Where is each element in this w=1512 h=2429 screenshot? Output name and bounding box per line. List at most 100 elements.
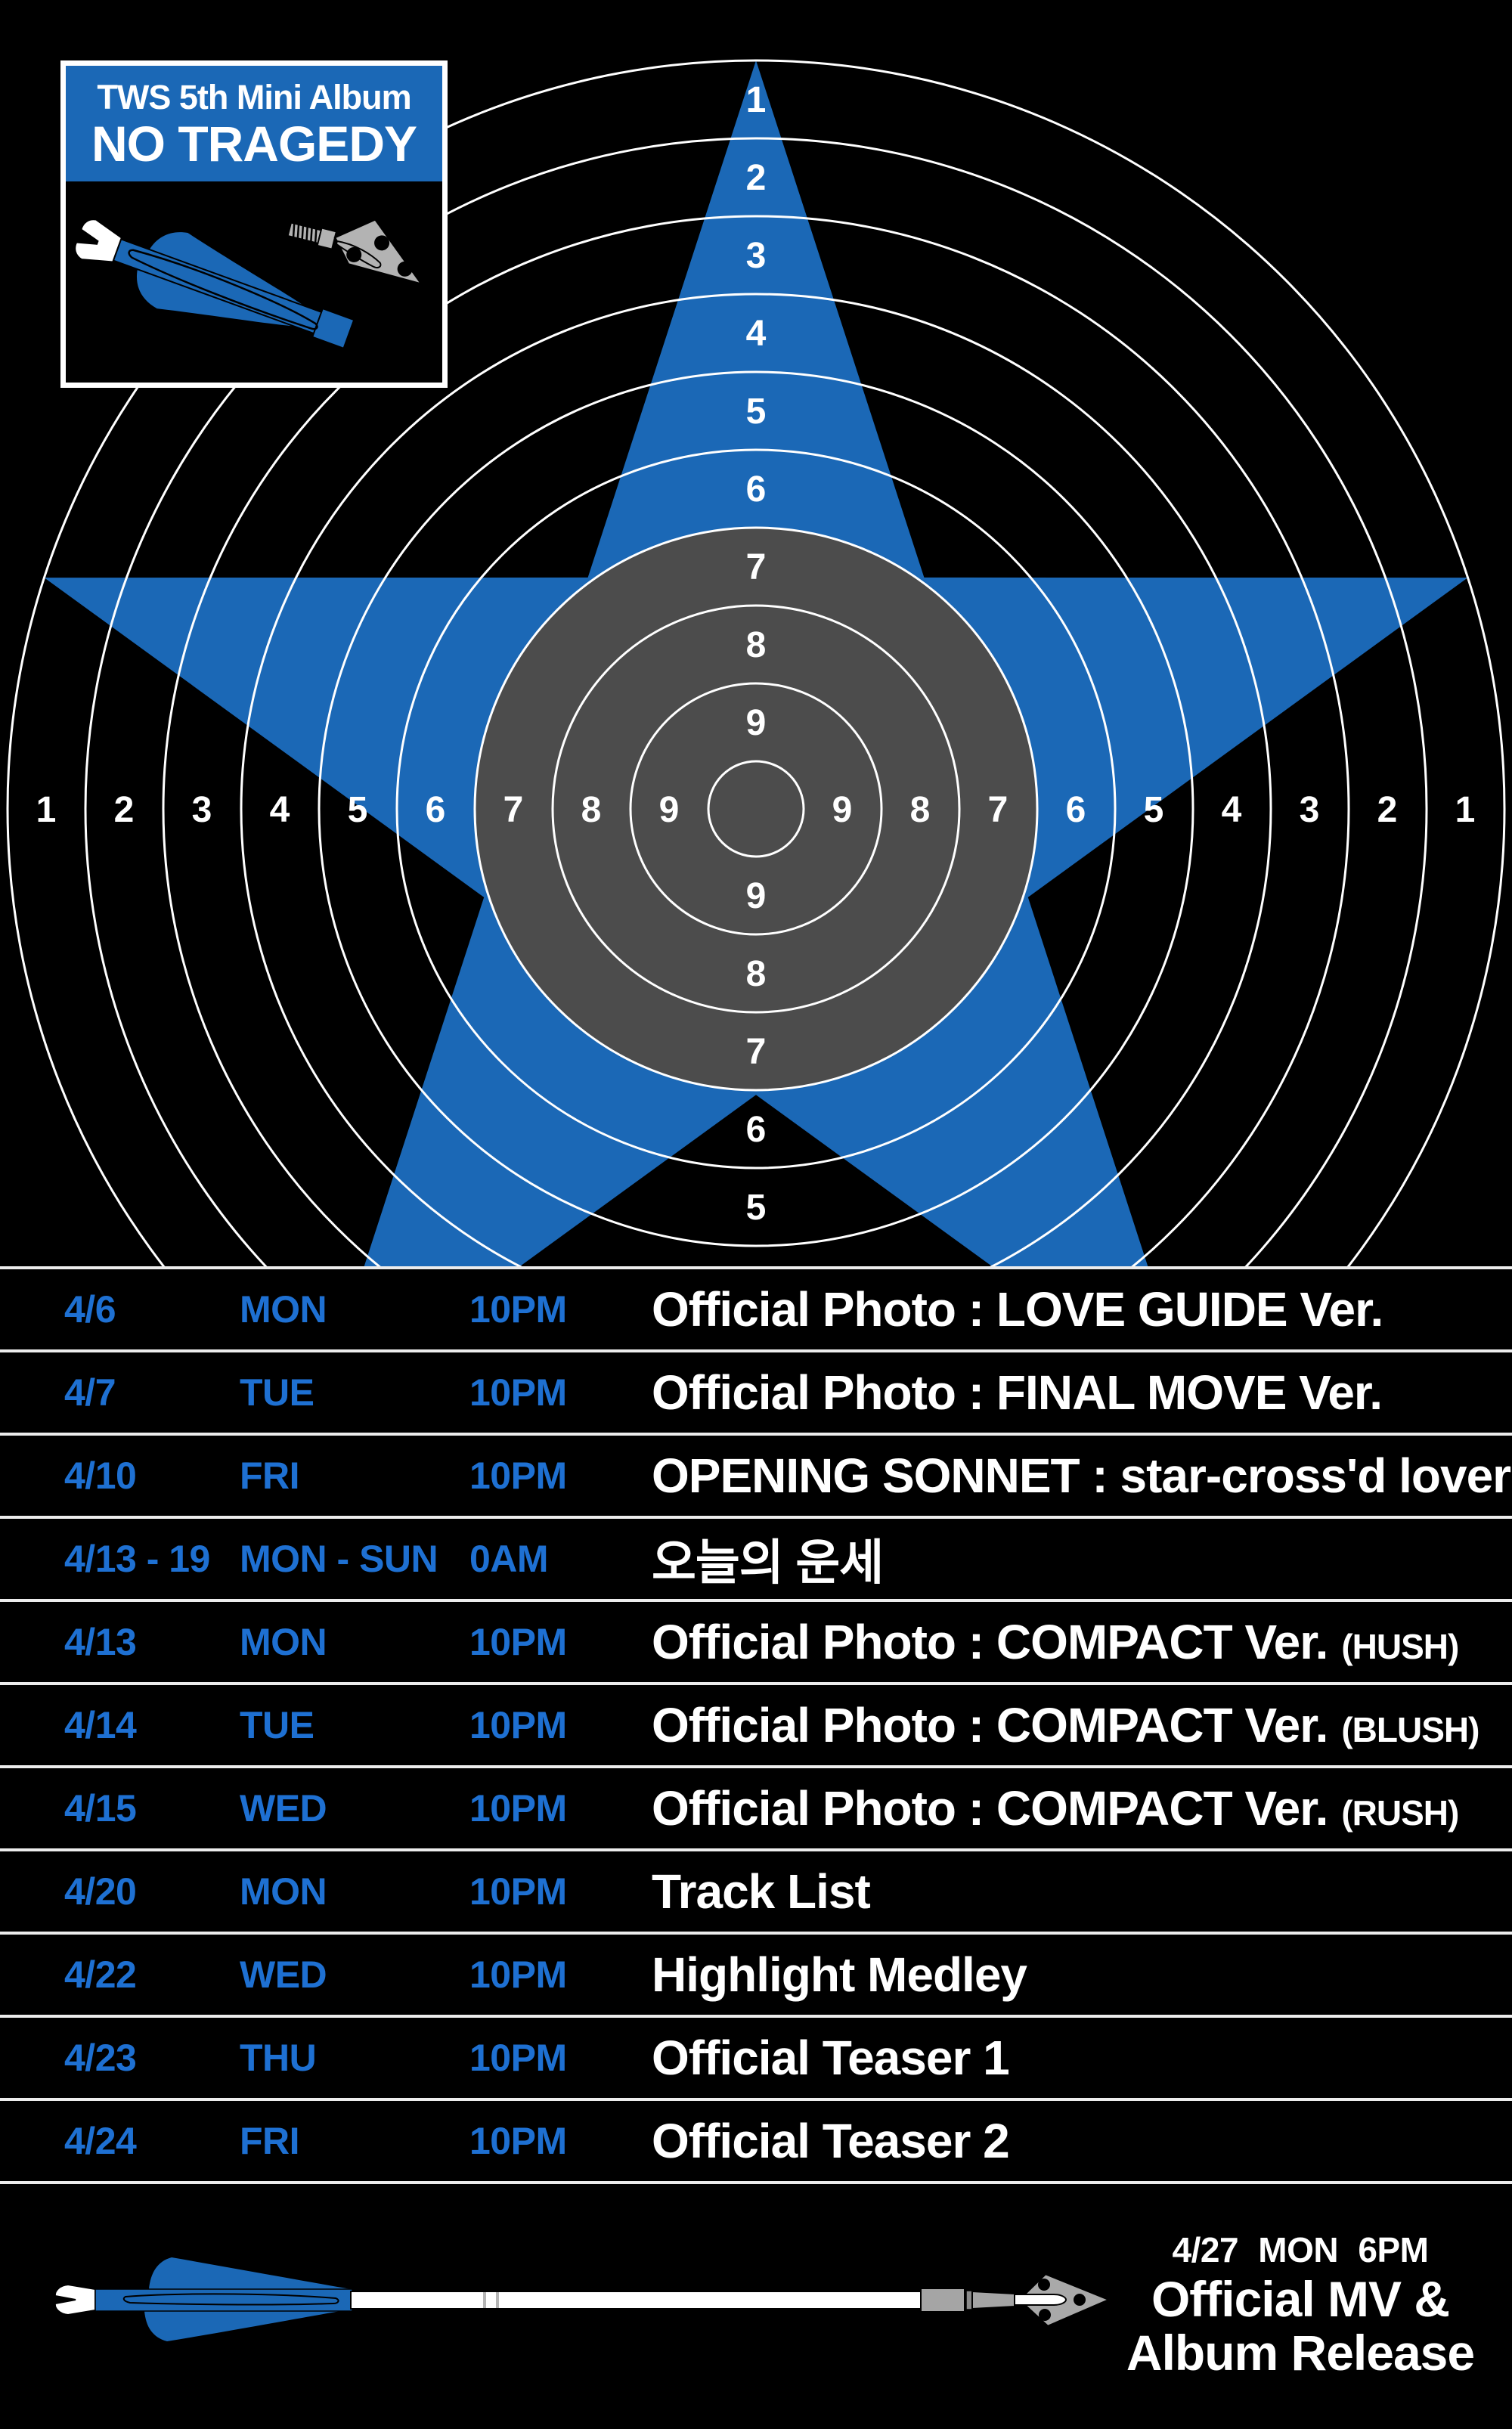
ring-circle (629, 682, 883, 936)
ring-number: 1 (1455, 790, 1476, 830)
schedule-row: 4/6 MON 10PM Official Photo : LOVE GUIDE… (0, 1269, 1512, 1352)
schedule-row: 4/7 TUE 10PM Official Photo : FINAL MOVE… (0, 1352, 1512, 1436)
ring-circle (473, 526, 1039, 1092)
schedule-time: 10PM (469, 1455, 567, 1497)
schedule-date: 4/24 (64, 2120, 137, 2162)
schedule-day: WED (240, 1953, 327, 1996)
schedule-day: MON (240, 1288, 327, 1331)
fletching-icon (74, 218, 355, 350)
ring-number: 2 (114, 790, 135, 830)
ring-number: 8 (746, 625, 767, 665)
schedule-note: (HUSH) (1341, 1627, 1459, 1666)
schedule-time: 10PM (469, 1621, 567, 1663)
schedule-date: 4/14 (64, 1704, 137, 1746)
schedule-title-text: Official Photo : COMPACT Ver. (652, 1698, 1328, 1752)
ring-number: 6 (746, 1110, 767, 1150)
ring-number: 7 (988, 790, 1009, 830)
ring-number: 4 (270, 790, 290, 830)
schedule-row: 4/24 FRI 10PM Official Teaser 2 (0, 2101, 1512, 2184)
schedule-date: 4/10 (64, 1455, 137, 1497)
target-graphic: 1 2 3 4 5 6 7 8 9 9 8 7 6 5 1 2 3 4 5 6 … (6, 59, 1506, 1268)
ring-number: 7 (746, 1032, 767, 1072)
arrow-broadhead (920, 2273, 1111, 2328)
schedule-date: 4/15 (64, 1787, 137, 1829)
ring-circle (551, 604, 961, 1014)
ring-number: 6 (1066, 790, 1086, 830)
schedule-time: 10PM (469, 1787, 567, 1829)
schedule-title-text: Official Photo : LOVE GUIDE Ver. (652, 1282, 1383, 1337)
album-title-banner: TWS 5th Mini Album NO TRAGEDY (66, 66, 442, 181)
release-datetime: 4/27 MON 6PM (1172, 2230, 1430, 2269)
schedule-note: (RUSH) (1341, 1793, 1459, 1833)
schedule-day: MON (240, 1621, 327, 1663)
schedule-date: 4/13 - 19 (64, 1538, 210, 1580)
ring-circle (240, 293, 1272, 1268)
schedule-note: (BLUSH) (1341, 1710, 1479, 1749)
schedule-title-text: Official Photo : FINAL MOVE Ver. (652, 1365, 1383, 1420)
ring-circle (707, 760, 805, 858)
ring-circle (84, 137, 1428, 1268)
ring-circle (162, 215, 1350, 1268)
ring-circle (318, 370, 1194, 1247)
schedule-time: 10PM (469, 1371, 567, 1414)
schedule-title: Highlight Medley (652, 1947, 1027, 2003)
nock-icon (74, 218, 123, 263)
arrow-icon (54, 2257, 1111, 2341)
ring-number: 9 (746, 703, 767, 743)
ring-number: 5 (746, 392, 767, 432)
ring-number: 3 (746, 236, 767, 276)
schedule-time: 10PM (469, 1953, 567, 1996)
schedule-date: 4/20 (64, 1870, 137, 1913)
schedule-title-text: OPENING SONNET : star-cross'd lovers (652, 1448, 1512, 1503)
ring-number: 6 (746, 469, 767, 510)
schedule-title: Official Teaser 2 (652, 2113, 1010, 2169)
schedule-row: 4/14 TUE 10PM Official Photo : COMPACT V… (0, 1685, 1512, 1768)
schedule-time: 0AM (469, 1538, 549, 1580)
fletching-broadhead-illustration (74, 218, 423, 350)
schedule-time: 10PM (469, 2120, 567, 2162)
schedule-title: Official Photo : FINAL MOVE Ver. (652, 1365, 1383, 1421)
ring-number: 3 (192, 790, 212, 830)
schedule-day: WED (240, 1787, 327, 1829)
ring-number: 4 (746, 314, 767, 354)
schedule-title: Official Photo : COMPACT Ver. (HUSH) (652, 1614, 1459, 1670)
ring-numbers: 1 2 3 4 5 6 7 8 9 9 8 7 6 5 1 2 3 4 5 6 … (36, 80, 1476, 1228)
schedule-row: 4/20 MON 10PM Track List (0, 1851, 1512, 1935)
album-logo-box: TWS 5th Mini Album NO TRAGEDY (60, 60, 448, 388)
schedule-date: 4/6 (64, 1288, 116, 1331)
schedule-day: FRI (240, 2120, 300, 2162)
schedule-title: Official Photo : LOVE GUIDE Ver. (652, 1281, 1383, 1337)
ring-number: 7 (503, 790, 524, 830)
schedule-day: FRI (240, 1455, 300, 1497)
schedule-title-text: Highlight Medley (652, 1947, 1027, 2002)
schedule-title: OPENING SONNET : star-cross'd lovers (652, 1448, 1512, 1504)
schedule-date: 4/22 (64, 1953, 137, 1996)
ring-number: 2 (1377, 790, 1398, 830)
schedule-title: Track List (652, 1864, 871, 1919)
schedule-title-text: Official Teaser 1 (652, 2031, 1010, 2085)
schedule-title-text: Official Teaser 2 (652, 2114, 1010, 2168)
schedule-row: 4/15 WED 10PM Official Photo : COMPACT V… (0, 1768, 1512, 1851)
schedule-row: 4/10 FRI 10PM OPENING SONNET : star-cros… (0, 1436, 1512, 1519)
schedule-time: 10PM (469, 1288, 567, 1331)
schedule-title-text: 오늘의 운세 (652, 1535, 884, 1590)
target-center-disk (475, 528, 1037, 1090)
album-title: NO TRAGEDY (91, 115, 417, 172)
ring-circle (395, 448, 1117, 1170)
schedule-title-text: Official Photo : COMPACT Ver. (652, 1781, 1328, 1836)
ring-number: 8 (746, 954, 767, 994)
release-banner: 4/27 MON 6PM Official MV & Album Release (0, 2184, 1512, 2429)
schedule-title: Official Photo : COMPACT Ver. (RUSH) (652, 1780, 1459, 1836)
schedule-day: MON (240, 1870, 327, 1913)
ring-number: 8 (581, 790, 602, 830)
ring-number: 1 (746, 80, 767, 120)
schedule-time: 10PM (469, 1704, 567, 1746)
ring-number: 4 (1222, 790, 1242, 830)
ring-number: 5 (746, 1188, 767, 1228)
schedule-row: 4/22 WED 10PM Highlight Medley (0, 1935, 1512, 2018)
ring-number: 9 (746, 876, 767, 916)
schedule-date: 4/13 (64, 1621, 137, 1663)
schedule-day: MON - SUN (240, 1538, 438, 1580)
ring-number: 9 (832, 790, 853, 830)
